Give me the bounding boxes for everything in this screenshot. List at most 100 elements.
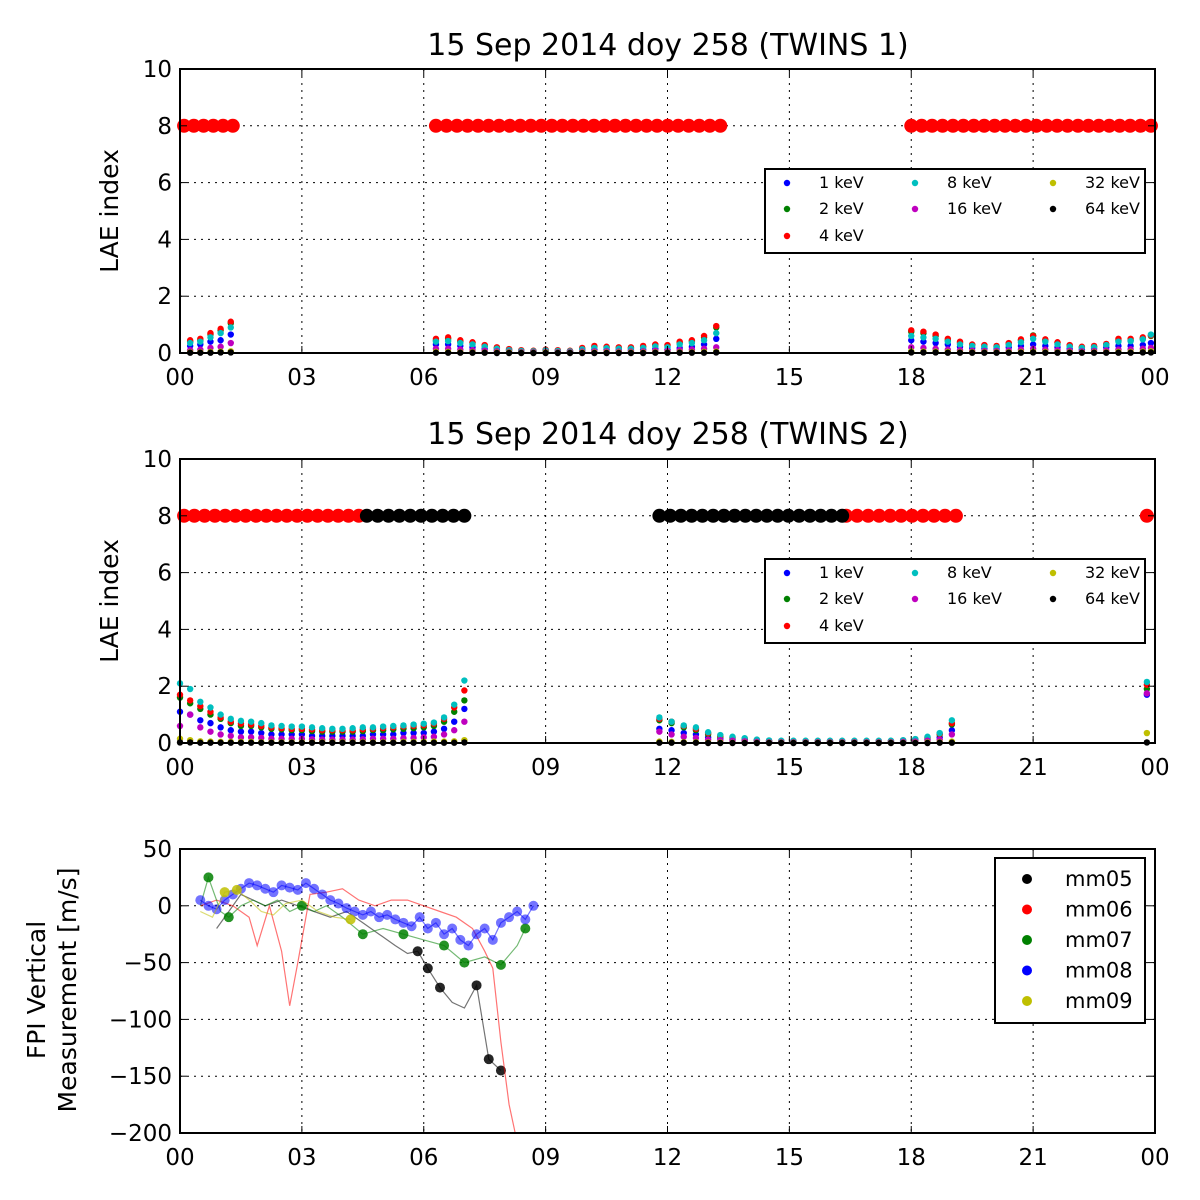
twins2-energy-point <box>430 719 438 726</box>
fpi-point <box>219 887 230 898</box>
twins2-energy-point <box>258 719 265 727</box>
twins2-energy-point <box>680 722 687 729</box>
twins2-index-point <box>813 508 828 523</box>
twins2-series-16-kev <box>176 690 1151 746</box>
twins2-energy-point <box>451 701 458 708</box>
twins2-index-point <box>341 508 356 523</box>
twins1-energy-point <box>197 338 204 345</box>
twins2-energy-point <box>288 723 295 730</box>
twins1-index-point <box>576 118 591 133</box>
fpi-point <box>357 929 368 940</box>
twins2-energy-point <box>948 731 956 738</box>
twins2-energy-point <box>217 731 224 738</box>
twins1-ytick-label: 6 <box>157 171 172 197</box>
twins2-energy-point <box>461 677 468 684</box>
twins2-ylabel: LAE index <box>95 539 124 663</box>
fpi-xtick-label: 09 <box>531 1145 560 1171</box>
twins2-energy-point <box>704 729 712 736</box>
fpi-xtick-label: 06 <box>409 1145 438 1171</box>
twins2-xtick-label: 03 <box>287 755 316 781</box>
fpi-series-mm06 <box>200 888 516 1133</box>
twins2-index-point <box>894 508 909 523</box>
twins1-index-point <box>998 118 1013 133</box>
fpi-series-mm09 <box>200 884 356 925</box>
twins1-index-point <box>692 118 707 133</box>
twins2-energy-point <box>410 721 417 728</box>
twins2-xtick-label: 15 <box>775 755 804 781</box>
twins1-xtick-label: 21 <box>1018 365 1047 391</box>
twins1-index-point <box>935 118 950 133</box>
twins1-energy-point <box>713 329 720 337</box>
twins2-energy-point <box>197 698 204 706</box>
twins1-xtick-label: 06 <box>409 365 438 391</box>
twins2-energy-point <box>440 725 448 732</box>
fpi-point <box>435 982 445 993</box>
twins1-index-point <box>904 118 919 133</box>
twins2-index-point <box>300 508 315 523</box>
twins2-index-point <box>652 508 667 523</box>
twins1-legend-marker <box>783 205 791 213</box>
twins1-ytick-label: 4 <box>157 227 172 253</box>
twins2-legend-label: 2 keV <box>819 589 864 608</box>
twins2-energy-point <box>197 724 204 731</box>
fpi-point <box>317 889 328 900</box>
twins2-index-point <box>218 508 233 523</box>
fpi-point <box>195 895 206 906</box>
twins2-energy-point <box>668 718 675 725</box>
twins1-legend-label: 32 keV <box>1085 173 1140 192</box>
twins2-xtick-label: 12 <box>653 755 682 781</box>
twins1-index-point <box>977 118 992 133</box>
twins1-energy-point <box>1005 341 1012 349</box>
twins2-energy-point <box>308 724 316 731</box>
twins2-index-point <box>850 508 865 523</box>
fpi-point <box>447 923 458 934</box>
twins2-energy-point <box>440 731 448 738</box>
fpi-xtick-label: 12 <box>653 1145 682 1171</box>
twins1-index-point <box>607 118 622 133</box>
twins2-index-point <box>749 508 764 523</box>
twins2-energy-point <box>298 723 306 730</box>
fpi-point <box>398 929 409 940</box>
fpi-point <box>459 957 470 968</box>
twins1-ytick-label: 0 <box>157 341 172 367</box>
twins1-legend-label: 2 keV <box>819 199 864 218</box>
twins1-energy-point <box>932 335 939 342</box>
twins1-energy-point <box>227 339 234 347</box>
fpi-series-layer <box>195 872 539 1133</box>
fpi-point <box>296 900 307 911</box>
twins2-legend-marker <box>783 595 791 603</box>
twins1-energy-point <box>444 337 452 345</box>
fpi-point <box>276 880 287 891</box>
fpi-point <box>203 900 214 911</box>
twins2-index-point <box>861 508 876 523</box>
twins2-index-point <box>320 508 335 523</box>
twins2-xtick-label: 00 <box>165 755 194 781</box>
twins1-index-point <box>186 118 201 133</box>
twins2-index-point <box>359 508 374 523</box>
twins2-energy-point <box>247 734 255 741</box>
fpi-legend-marker <box>1022 965 1032 976</box>
fpi-legend-label: mm07 <box>1065 928 1133 952</box>
twins1-index-point <box>1081 118 1096 133</box>
fpi-ytick-label: −50 <box>123 951 172 977</box>
twins1-energy-point <box>457 339 464 347</box>
twins1-energy-point <box>1042 338 1049 345</box>
twins2-energy-point <box>369 724 377 731</box>
twins2-energy-point <box>430 733 438 740</box>
twins1-energy-point <box>1147 339 1155 347</box>
twins2-legend-marker <box>1049 595 1057 603</box>
twins1-legend-label: 4 keV <box>819 226 864 245</box>
fpi-xtick-label: 03 <box>287 1145 316 1171</box>
twins2-energy-point <box>390 722 397 730</box>
fpi-legend-marker <box>1022 996 1032 1006</box>
twins2-index-point <box>927 508 941 523</box>
twins2-index-point <box>684 508 699 523</box>
twins2-index-point <box>187 508 202 523</box>
fpi-legend-label: mm06 <box>1065 898 1133 922</box>
fpi-series-mm07 <box>199 872 531 970</box>
twins2-legend-label: 16 keV <box>947 589 1002 608</box>
fpi-point <box>422 923 433 934</box>
fpi-series-mm08 <box>195 878 539 951</box>
twins1-energy-point <box>1103 341 1110 349</box>
twins1-index-point <box>597 118 612 133</box>
